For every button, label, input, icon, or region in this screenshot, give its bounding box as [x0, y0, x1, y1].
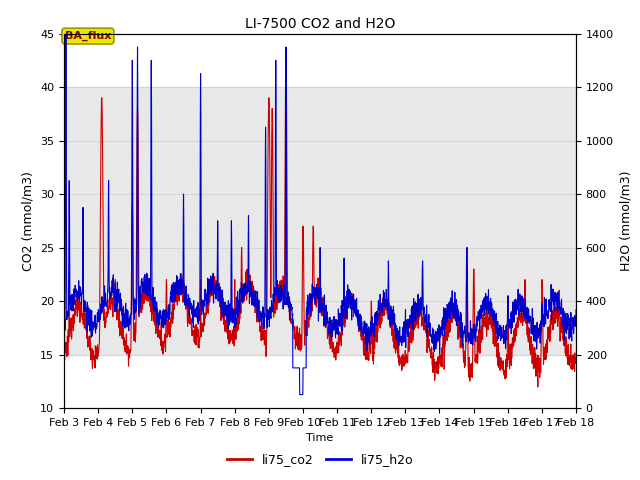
Text: BA_flux: BA_flux: [65, 31, 111, 41]
Y-axis label: CO2 (mmol/m3): CO2 (mmol/m3): [22, 171, 35, 271]
Y-axis label: H2O (mmol/m3): H2O (mmol/m3): [620, 170, 632, 271]
Legend: li75_co2, li75_h2o: li75_co2, li75_h2o: [221, 448, 419, 471]
Bar: [64, 87, 576, 355]
Title: LI-7500 CO2 and H2O: LI-7500 CO2 and H2O: [245, 17, 395, 31]
X-axis label: Time: Time: [307, 433, 333, 443]
